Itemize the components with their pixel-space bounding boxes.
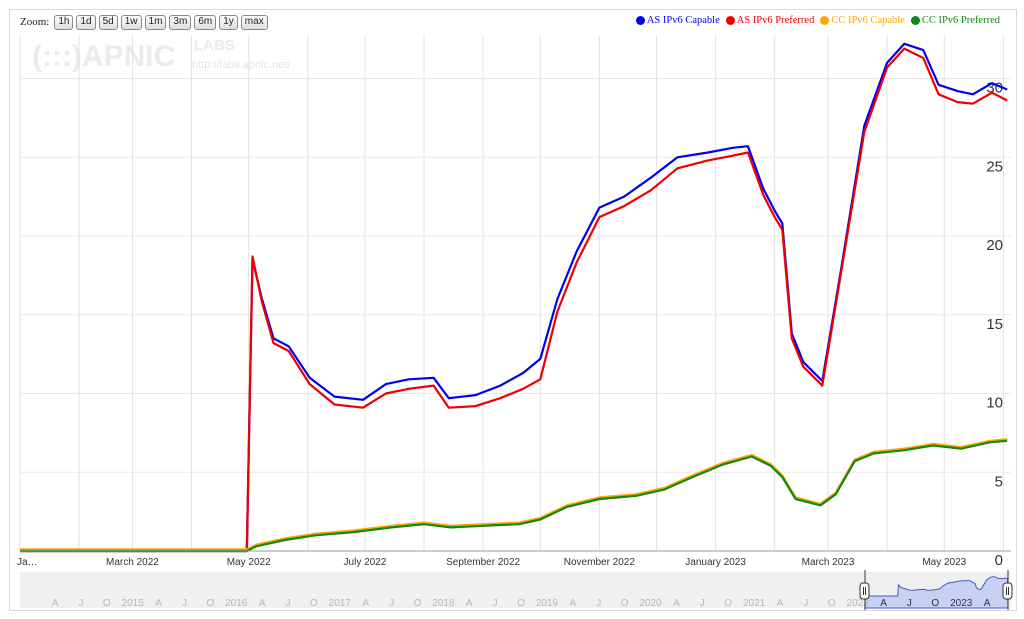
series-line-cc-ipv6-capable: [20, 438, 1008, 551]
legend-item-cc-preferred[interactable]: CC IPv6 Preferred: [910, 15, 1000, 26]
zoom-1w-button[interactable]: 1w: [120, 14, 142, 30]
navigator-label: A: [52, 598, 59, 609]
navigator-label: A: [984, 598, 991, 609]
navigator-label: O: [724, 598, 732, 609]
navigator-label: 2022: [847, 598, 870, 609]
legend-label: AS IPv6 Preferred: [736, 15, 815, 26]
navigator-label: J: [286, 598, 291, 609]
grid-lines: [19, 35, 1011, 552]
navigator-label: O: [414, 598, 422, 609]
navigator-label: 2023: [950, 598, 973, 609]
series-line-cc-ipv6-preferred: [20, 439, 1008, 553]
navigator-label: A: [570, 598, 577, 609]
legend-item-as-preferred[interactable]: AS IPv6 Preferred: [725, 15, 815, 26]
navigator-label: A: [466, 598, 473, 609]
legend-dot-icon: [725, 16, 735, 25]
y-tick-label: 5: [995, 473, 1003, 490]
x-tick-label: Ja…: [17, 557, 38, 568]
series-line-as-ipv6-preferred: [20, 47, 1008, 553]
zoom-1h-button[interactable]: 1h: [54, 14, 74, 30]
apnic-url-text: http://labs.apnic.net/: [192, 59, 291, 71]
navigator-label: A: [155, 598, 162, 609]
navigator-label: A: [880, 598, 887, 609]
navigator-background: [20, 572, 1011, 608]
navigator-label: 2020: [639, 598, 662, 609]
zoom-label: Zoom:: [20, 16, 50, 28]
navigator-label: A: [777, 598, 784, 609]
x-tick-label: November 2022: [564, 557, 636, 568]
zoom-bar: Zoom: 1h 1d 5d 1w 1m 3m 6m 1y max: [20, 14, 268, 30]
navigator-label: O: [103, 598, 111, 609]
navigator-label: J: [907, 598, 912, 609]
apnic-labs-text: LABS: [194, 37, 235, 54]
navigator-label: 2016: [225, 598, 248, 609]
navigator-right-handle[interactable]: [1002, 570, 1013, 610]
x-tick-label: March 2023: [802, 557, 855, 568]
y-tick-label: 0: [995, 552, 1003, 569]
series-line-as-ipv6-capable: [20, 42, 1008, 553]
y-tick-label: 25: [986, 158, 1003, 175]
x-tick-label: January 2023: [685, 557, 746, 568]
navigator-label: 2019: [536, 598, 559, 609]
navigator-label: O: [931, 598, 939, 609]
legend-label: CC IPv6 Preferred: [921, 15, 1000, 26]
navigator-label: J: [78, 598, 83, 609]
legend-dot-icon: [635, 16, 645, 25]
zoom-5d-button[interactable]: 5d: [98, 14, 118, 30]
legend-label: AS IPv6 Capable: [646, 15, 720, 26]
zoom-3m-button[interactable]: 3m: [169, 14, 192, 30]
navigator-label: O: [517, 598, 525, 609]
navigator-label: O: [310, 598, 318, 609]
navigator-label: A: [259, 598, 266, 609]
navigator-label: J: [389, 598, 394, 609]
navigator-label: O: [621, 598, 629, 609]
navigator-selected-area: [864, 576, 1009, 609]
legend-dot-icon: [910, 16, 920, 25]
navigator-labels: A J O 2015 A J O 2016 A J O 2017 A J O 2018 A J O 2019 A J O 20…: [52, 598, 991, 609]
y-tick-label: 15: [986, 316, 1003, 333]
apnic-watermark: (:::)APNIC LABS http://labs.apnic.net/: [32, 37, 291, 73]
zoom-1d-button[interactable]: 1d: [76, 14, 96, 30]
x-tick-label: March 2022: [106, 557, 159, 568]
y-tick-label: 20: [986, 237, 1003, 254]
navigator-label: J: [803, 598, 808, 609]
navigator-label: 2021: [743, 598, 766, 609]
navigator-label: O: [828, 598, 836, 609]
x-tick-label: July 2022: [344, 557, 387, 568]
navigator-label: A: [673, 598, 680, 609]
x-tick-label: September 2022: [446, 557, 520, 568]
navigator-label: J: [493, 598, 498, 609]
navigator-label: 2018: [432, 598, 455, 609]
navigator-label: J: [700, 598, 705, 609]
navigator-label: O: [206, 598, 214, 609]
apnic-logo-text: (:::)APNIC: [32, 40, 175, 73]
range-navigator[interactable]: A J O 2015 A J O 2016 A J O 2017 A J O 2018 A J O 2019 A J O 20…: [20, 570, 1013, 610]
navigator-label: J: [596, 598, 601, 609]
legend-item-as-capable[interactable]: AS IPv6 Capable: [635, 15, 720, 26]
legend-dot-icon: [820, 16, 830, 25]
zoom-6m-button[interactable]: 6m: [194, 14, 217, 30]
legend-item-cc-capable[interactable]: CC IPv6 Capable: [820, 15, 905, 26]
x-tick-label: May 2023: [922, 557, 966, 568]
legend-label: CC IPv6 Capable: [831, 15, 905, 26]
x-axis-ticks: Ja… March 2022 May 2022 July 2022 September …: [17, 557, 967, 568]
navigator-label: A: [362, 598, 369, 609]
navigator-left-handle[interactable]: [859, 570, 870, 610]
zoom-max-button[interactable]: max: [240, 14, 268, 30]
navigator-label: 2015: [122, 598, 145, 609]
y-tick-label: 10: [986, 395, 1003, 412]
zoom-1y-button[interactable]: 1y: [219, 14, 238, 30]
x-tick-label: May 2022: [227, 557, 271, 568]
navigator-label: J: [182, 598, 187, 609]
legend: AS IPv6 Capable AS IPv6 Preferred CC IPv…: [635, 15, 1000, 26]
chart-frame: [9, 9, 1017, 611]
zoom-1m-button[interactable]: 1m: [144, 14, 167, 30]
navigator-label: 2017: [329, 598, 352, 609]
series-lines: [20, 42, 1008, 553]
